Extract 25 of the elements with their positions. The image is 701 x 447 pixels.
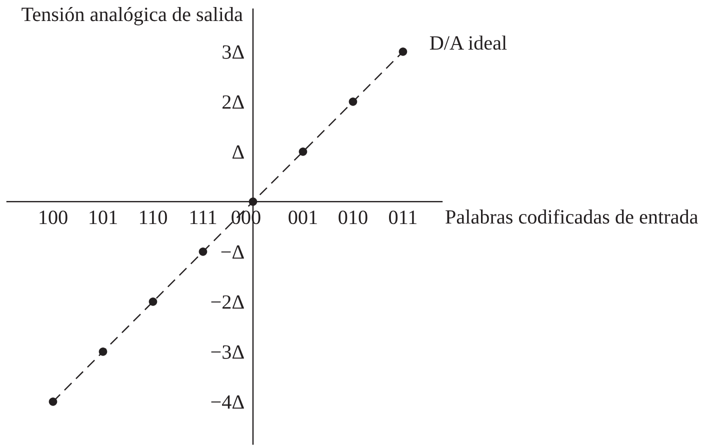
x-tick-label: 111 bbox=[190, 210, 216, 224]
y-tick-label: −3Δ bbox=[211, 345, 244, 359]
point bbox=[298, 148, 308, 156]
point bbox=[48, 398, 58, 406]
point bbox=[398, 48, 408, 56]
y-tick-label: Δ bbox=[232, 145, 244, 159]
point bbox=[198, 248, 208, 256]
y-tick-label: 2Δ bbox=[222, 95, 244, 109]
y-tick-label: −4Δ bbox=[211, 395, 244, 409]
x-tick-label: 110 bbox=[140, 210, 167, 224]
y-tick-label: 3Δ bbox=[222, 45, 244, 59]
y-tick-label: −Δ bbox=[221, 245, 244, 259]
x-tick-label: 101 bbox=[90, 210, 117, 224]
point bbox=[348, 98, 358, 106]
point bbox=[248, 198, 258, 206]
y-axis-title: Tensión analógica de salida bbox=[22, 6, 243, 26]
x-tick-label: 011 bbox=[389, 210, 416, 224]
x-tick-label: 010 bbox=[338, 210, 368, 224]
y-tick-label: −2Δ bbox=[211, 295, 244, 309]
x-tick-label: 100 bbox=[40, 210, 68, 224]
point bbox=[98, 348, 108, 356]
x-tick-label: 001 bbox=[288, 210, 317, 224]
point bbox=[148, 298, 158, 306]
series-label: D/A ideal bbox=[430, 36, 507, 50]
x-axis-title: Palabras codificadas de entrada bbox=[446, 209, 698, 224]
